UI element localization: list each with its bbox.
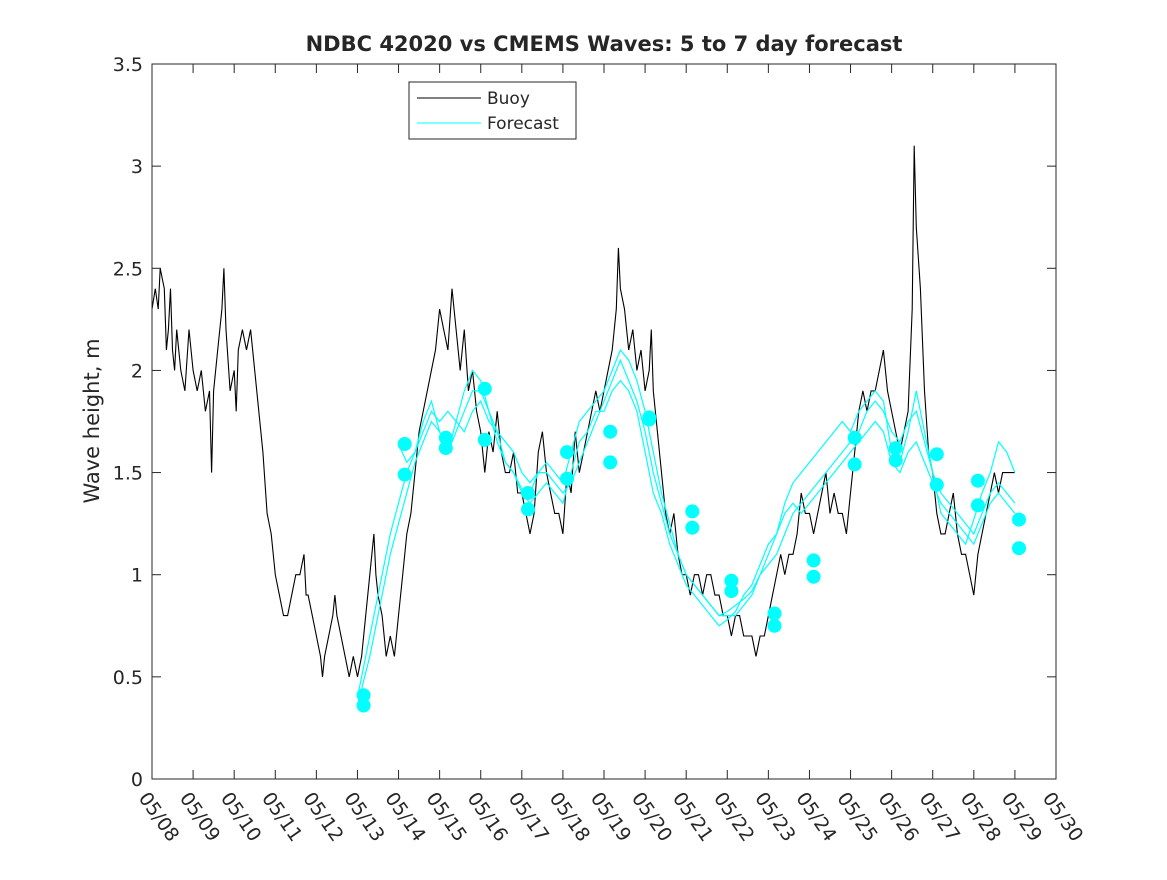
x-tick-label-6: 05/14 bbox=[380, 788, 429, 845]
x-tick-label-5: 05/13 bbox=[339, 788, 388, 845]
y-tick-label-3: 1.5 bbox=[113, 463, 143, 485]
x-tick-label-20: 05/28 bbox=[956, 788, 1005, 845]
forecast-point-12 bbox=[603, 424, 618, 439]
legend-box bbox=[408, 81, 577, 140]
forecast-point-32 bbox=[1012, 512, 1026, 527]
x-tick-label-14: 05/22 bbox=[709, 788, 758, 845]
forecast-point-6 bbox=[477, 381, 492, 396]
y-tick-label-2: 1 bbox=[131, 565, 143, 587]
y-tick-label-4: 2 bbox=[131, 360, 143, 382]
forecast-point-26 bbox=[888, 441, 903, 456]
legend-label-forecast: Forecast bbox=[487, 114, 559, 134]
x-tick-label-11: 05/19 bbox=[586, 788, 635, 845]
buoy-line-0 bbox=[151, 145, 1015, 678]
forecast-point-13 bbox=[603, 455, 618, 470]
series-layer bbox=[151, 145, 1026, 713]
forecast-point-24 bbox=[847, 430, 862, 445]
forecast-point-22 bbox=[806, 553, 821, 568]
chart-title: NDBC 42020 vs CMEMS Waves: 5 to 7 day fo… bbox=[306, 32, 903, 56]
x-tick-label-12: 05/20 bbox=[627, 788, 676, 845]
x-tick-label-3: 05/11 bbox=[257, 788, 306, 845]
x-tick-label-13: 05/21 bbox=[668, 788, 717, 845]
forecast-point-30 bbox=[970, 473, 985, 488]
forecast-point-8 bbox=[521, 486, 535, 500]
y-tick-label-1: 0.5 bbox=[113, 667, 143, 689]
x-tick-label-10: 05/18 bbox=[545, 788, 594, 845]
y-tick-label-5: 2.5 bbox=[113, 258, 143, 280]
y-tick-label-6: 3 bbox=[131, 156, 143, 178]
forecast-point-28 bbox=[929, 447, 944, 462]
forecast-point-15 bbox=[642, 412, 657, 427]
forecast-point-1 bbox=[356, 698, 371, 713]
x-tick-label-15: 05/23 bbox=[750, 788, 799, 845]
plot-area bbox=[152, 64, 1056, 779]
x-tick-label-8: 05/16 bbox=[463, 788, 512, 845]
y-tick-label-7: 3.5 bbox=[113, 54, 143, 76]
x-tick-label-22: 05/30 bbox=[1038, 788, 1087, 845]
x-tick-label-0: 05/08 bbox=[134, 788, 183, 845]
forecast-point-10 bbox=[560, 445, 574, 460]
legend-label-buoy: Buoy bbox=[487, 89, 530, 109]
forecast-point-3 bbox=[397, 467, 412, 482]
forecast-point-11 bbox=[560, 471, 574, 486]
x-tick-label-4: 05/12 bbox=[298, 788, 347, 845]
forecast-point-27 bbox=[888, 453, 903, 468]
x-tick-label-18: 05/26 bbox=[874, 788, 923, 845]
forecast-point-2 bbox=[397, 437, 412, 451]
forecast-point-20 bbox=[767, 606, 782, 621]
forecast-line-3 bbox=[397, 348, 1016, 617]
x-tick-label-21: 05/29 bbox=[997, 788, 1046, 845]
forecast-point-23 bbox=[806, 569, 821, 584]
x-tick-label-19: 05/27 bbox=[915, 788, 964, 845]
y-tick-label-0: 0 bbox=[131, 769, 143, 791]
x-tick-label-16: 05/24 bbox=[791, 788, 840, 845]
forecast-point-4 bbox=[438, 430, 453, 445]
forecast-point-9 bbox=[521, 502, 535, 517]
x-tick-label-7: 05/15 bbox=[422, 788, 471, 845]
x-tick-label-2: 05/10 bbox=[216, 788, 265, 845]
forecast-point-21 bbox=[767, 618, 782, 633]
forecast-point-16 bbox=[685, 504, 700, 519]
forecast-point-0 bbox=[356, 688, 371, 703]
forecast-point-7 bbox=[477, 432, 492, 447]
forecast-point-5 bbox=[438, 441, 453, 456]
legend: Buoy Forecast bbox=[408, 81, 577, 140]
forecast-line-2 bbox=[356, 379, 1016, 706]
forecast-point-17 bbox=[685, 520, 700, 535]
forecast-point-31 bbox=[970, 498, 985, 513]
forecast-point-19 bbox=[724, 584, 739, 599]
forecast-point-25 bbox=[847, 457, 862, 472]
x-tick-label-9: 05/17 bbox=[504, 788, 553, 845]
forecast-point-33 bbox=[1012, 541, 1026, 556]
y-axis-label: Wave height, m bbox=[80, 338, 104, 503]
x-tick-label-17: 05/25 bbox=[832, 788, 881, 845]
forecast-point-18 bbox=[724, 573, 739, 588]
forecast-point-29 bbox=[929, 477, 944, 492]
x-tick-label-1: 05/09 bbox=[175, 788, 224, 845]
